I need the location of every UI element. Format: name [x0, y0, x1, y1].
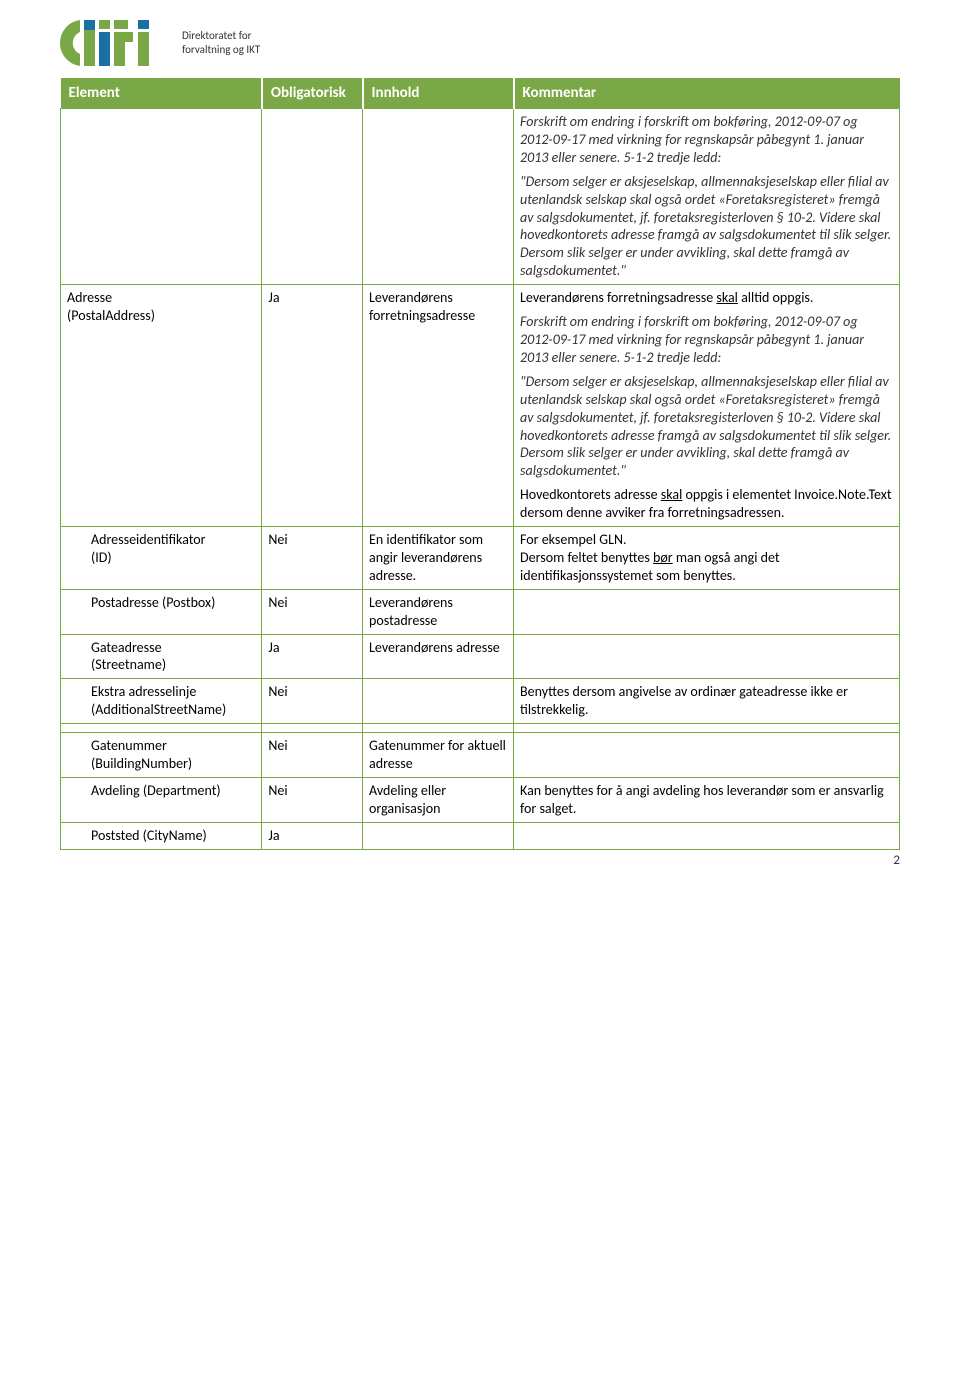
cell-oblig: Ja — [262, 822, 363, 849]
cell-kommentar: For eksempel GLN. Dersom feltet benyttes… — [514, 527, 900, 590]
kommentar-para: "Dersom selger er aksjeselskap, allmenna… — [520, 373, 893, 480]
cell-oblig: Nei — [262, 589, 363, 634]
logo: Direktoratet for forvaltning og IKT — [60, 20, 900, 66]
header-obligatorisk: Obligatorisk — [262, 78, 363, 109]
cell-innhold — [363, 109, 514, 285]
cell-kommentar: Benyttes dersom angivelse av ordinær gat… — [514, 679, 900, 724]
table-header-row: Element Obligatorisk Innhold Kommentar — [61, 78, 900, 109]
cell-innhold: Leverandørens postadresse — [363, 589, 514, 634]
cell-innhold: En identifikator som angir leverandørens… — [363, 527, 514, 590]
cell-oblig: Nei — [262, 733, 363, 778]
kommentar-line: Dersom feltet benyttes bør man også angi… — [520, 549, 893, 585]
cell-innhold: Leverandørens forretningsadresse — [363, 285, 514, 527]
element-tech: (PostalAddress) — [67, 307, 255, 325]
cell-oblig: Nei — [262, 679, 363, 724]
element-name: Poststed (CityName) — [67, 827, 255, 845]
cell-oblig: Ja — [262, 285, 363, 527]
element-name: Gatenummer — [91, 737, 255, 755]
table-row: Adresse (PostalAddress) Ja Leverandørens… — [61, 285, 900, 527]
cell-kommentar: Forskrift om endring i forskrift om bokf… — [514, 109, 900, 285]
table-row: Forskrift om endring i forskrift om bokf… — [61, 109, 900, 285]
cell-element: Avdeling (Department) — [61, 778, 262, 823]
cell-oblig: Ja — [262, 634, 363, 679]
kommentar-para: "Dersom selger er aksjeselskap, allmenna… — [520, 173, 893, 280]
element-tech: (Streetname) — [91, 656, 255, 674]
cell-element: Gateadresse (Streetname) — [61, 634, 262, 679]
cell-element: Gatenummer (BuildingNumber) — [61, 733, 262, 778]
logo-subtitle: Direktoratet for forvaltning og IKT — [182, 29, 260, 57]
element-name: Avdeling (Department) — [67, 782, 255, 800]
cell-element: Adresse (PostalAddress) — [61, 285, 262, 527]
cell-kommentar — [514, 822, 900, 849]
kommentar-para: Hovedkontorets adresse skal oppgis i ele… — [520, 486, 893, 522]
cell-element: Ekstra adresselinje (AdditionalStreetNam… — [61, 679, 262, 724]
logo-text-line1: Direktoratet for — [182, 29, 260, 43]
cell-innhold: Gatenummer for aktuell adresse — [363, 733, 514, 778]
table-row: Postadresse (Postbox) Nei Leverandørens … — [61, 589, 900, 634]
element-tech: (ID) — [91, 549, 255, 567]
header-kommentar: Kommentar — [514, 78, 900, 109]
table-row: Ekstra adresselinje (AdditionalStreetNam… — [61, 679, 900, 724]
cell-innhold: Leverandørens adresse — [363, 634, 514, 679]
table-row: Avdeling (Department) Nei Avdeling eller… — [61, 778, 900, 823]
element-name: Gateadresse — [91, 639, 255, 657]
kommentar-para: Leverandørens forretningsadresse skal al… — [520, 289, 893, 307]
header-innhold: Innhold — [363, 78, 514, 109]
element-tech: (AdditionalStreetName) — [91, 701, 255, 719]
table-row: Poststed (CityName) Ja — [61, 822, 900, 849]
cell-innhold — [363, 679, 514, 724]
cell-oblig — [262, 109, 363, 285]
table-row: Gateadresse (Streetname) Ja Leverandøren… — [61, 634, 900, 679]
logo-text-line2: forvaltning og IKT — [182, 43, 260, 57]
cell-kommentar — [514, 634, 900, 679]
element-name: Ekstra adresselinje — [91, 683, 255, 701]
table-row: Adresseidentifikator (ID) Nei En identif… — [61, 527, 900, 590]
cell-element: Adresseidentifikator (ID) — [61, 527, 262, 590]
cell-element: Postadresse (Postbox) — [61, 589, 262, 634]
page-number: 2 — [893, 853, 900, 868]
element-name: Postadresse (Postbox) — [67, 594, 255, 612]
cell-element — [61, 109, 262, 285]
kommentar-line: For eksempel GLN. — [520, 531, 893, 549]
cell-kommentar — [514, 733, 900, 778]
cell-innhold — [363, 822, 514, 849]
element-tech: (BuildingNumber) — [91, 755, 255, 773]
kommentar-para: Forskrift om endring i forskrift om bokf… — [520, 313, 893, 367]
cell-innhold: Avdeling eller organisasjon — [363, 778, 514, 823]
cell-kommentar: Leverandørens forretningsadresse skal al… — [514, 285, 900, 527]
spacer-row — [61, 724, 900, 733]
cell-kommentar — [514, 589, 900, 634]
cell-kommentar: Kan benyttes for å angi avdeling hos lev… — [514, 778, 900, 823]
element-name: Adresseidentifikator — [91, 531, 255, 549]
element-name: Adresse — [67, 289, 255, 307]
table-row: Gatenummer (BuildingNumber) Nei Gatenumm… — [61, 733, 900, 778]
spec-table: Element Obligatorisk Innhold Kommentar F… — [60, 78, 900, 850]
cell-element: Poststed (CityName) — [61, 822, 262, 849]
header-element: Element — [61, 78, 262, 109]
cell-oblig: Nei — [262, 778, 363, 823]
kommentar-para: Forskrift om endring i forskrift om bokf… — [520, 113, 893, 167]
cell-oblig: Nei — [262, 527, 363, 590]
difi-logo-icon — [60, 20, 170, 66]
